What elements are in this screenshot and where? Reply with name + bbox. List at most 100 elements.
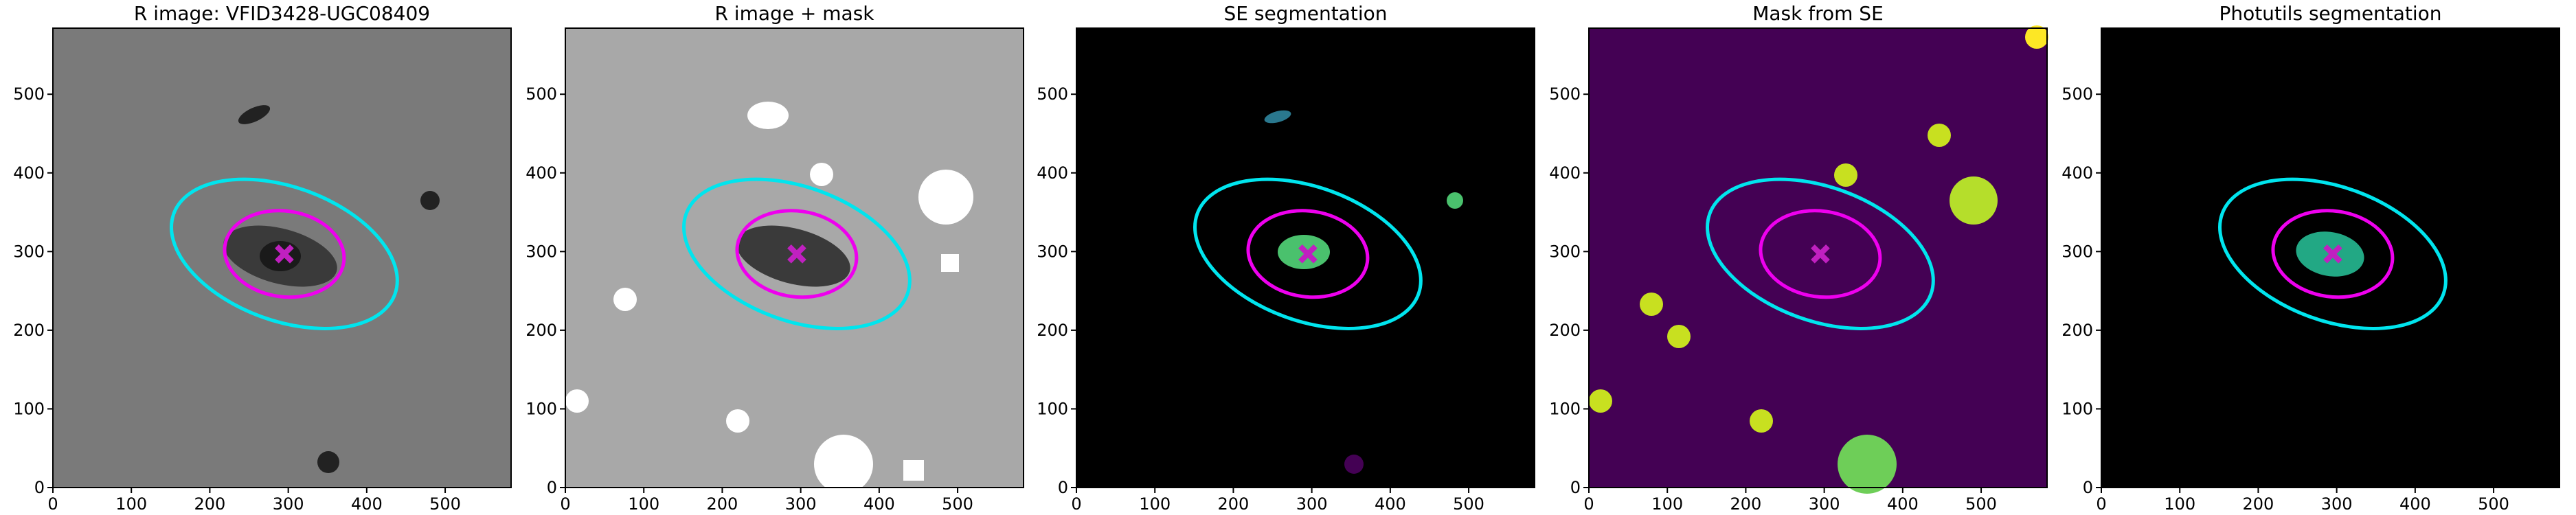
mask [941, 254, 959, 272]
y-tick-label: 500 [13, 84, 45, 104]
aperture-ellipse [1193, 177, 1423, 330]
y-tick-label: 400 [1037, 163, 1068, 183]
segment [1344, 455, 1364, 474]
aperture-ellipse [1759, 209, 1882, 299]
aperture-ellipse [682, 177, 912, 330]
x-tick-label: 300 [1809, 494, 1840, 514]
y-tick-label: 200 [1549, 321, 1581, 340]
x-tick-label: 100 [1651, 494, 1683, 514]
x-tick-label: 500 [942, 494, 973, 514]
aperture-ellipse [2218, 177, 2448, 330]
y-tick-label: 100 [1549, 399, 1581, 418]
segment [1264, 110, 1291, 124]
chart-title: SE segmentation [1224, 2, 1388, 25]
center-marker [2323, 244, 2342, 264]
y-tick-label: 300 [2061, 242, 2093, 261]
mask [565, 389, 589, 413]
mask [726, 409, 749, 433]
y-tick-label: 500 [526, 84, 557, 104]
x-tick-label: 500 [1453, 494, 1484, 514]
x-tick-label: 400 [1887, 494, 1919, 514]
x-tick-label: 0 [560, 494, 570, 514]
mask [810, 163, 833, 186]
x-tick-label: 300 [2321, 494, 2353, 514]
x-tick-label: 400 [351, 494, 383, 514]
y-tick-label: 400 [2061, 163, 2093, 183]
y-tick-label: 0 [547, 478, 557, 497]
y-tick-label: 200 [1037, 321, 1068, 340]
star [420, 191, 440, 210]
aperture-ellipse [1246, 209, 1370, 299]
x-tick-label: 100 [2164, 494, 2195, 514]
chart-title: R image + mask [714, 2, 874, 25]
mask [1667, 325, 1691, 348]
mask [918, 170, 973, 225]
aperture-ellipse [223, 209, 346, 299]
x-tick-label: 200 [707, 494, 738, 514]
center-marker [787, 244, 806, 264]
mask [1838, 435, 1897, 494]
y-tick-label: 300 [1037, 242, 1068, 261]
axes-frame [2101, 27, 2560, 488]
y-tick-label: 300 [1549, 242, 1581, 261]
x-tick-label: 300 [273, 494, 304, 514]
aperture-ellipse [1706, 177, 1935, 330]
x-tick-label: 400 [863, 494, 895, 514]
y-tick-label: 500 [1549, 84, 1581, 104]
mask [1834, 163, 1857, 187]
center-marker [1811, 244, 1830, 264]
x-tick-label: 400 [1375, 494, 1406, 514]
y-tick-label: 100 [2061, 399, 2093, 418]
x-tick-label: 300 [1296, 494, 1328, 514]
star [238, 105, 271, 124]
segment [1447, 192, 1463, 209]
chart-title: R image: VFID3428-UGC08409 [134, 2, 430, 25]
axes-frame [565, 27, 1024, 488]
y-tick-label: 0 [1570, 478, 1581, 497]
mask [1950, 176, 1998, 225]
y-tick-label: 400 [526, 163, 557, 183]
x-tick-label: 200 [194, 494, 226, 514]
aperture-ellipse [170, 177, 399, 330]
y-tick-label: 200 [2061, 321, 2093, 340]
x-tick-label: 300 [785, 494, 817, 514]
x-tick-label: 200 [1218, 494, 1250, 514]
chart-title: Photutils segmentation [2219, 2, 2441, 25]
y-tick-label: 200 [526, 321, 557, 340]
mask [814, 435, 873, 494]
y-tick-label: 100 [13, 399, 45, 418]
mask [747, 102, 789, 129]
x-tick-label: 0 [47, 494, 58, 514]
axes-frame [1588, 27, 2048, 488]
y-tick-label: 400 [13, 163, 45, 183]
star [317, 451, 339, 473]
y-tick-label: 0 [1058, 478, 1068, 497]
x-tick-label: 100 [628, 494, 659, 514]
x-tick-label: 0 [1583, 494, 1594, 514]
x-tick-label: 0 [1071, 494, 1081, 514]
y-tick-label: 500 [2061, 84, 2093, 104]
chart-title: Mask from SE [1752, 2, 1884, 25]
x-tick-label: 200 [2243, 494, 2274, 514]
x-tick-label: 0 [2096, 494, 2106, 514]
y-tick-label: 100 [1037, 399, 1068, 418]
mask [903, 460, 924, 481]
x-tick-label: 100 [1139, 494, 1171, 514]
y-tick-label: 300 [13, 242, 45, 261]
center-marker [1298, 244, 1318, 264]
axes-frame [52, 27, 512, 488]
y-tick-label: 200 [13, 321, 45, 340]
center-marker [275, 244, 294, 264]
aperture-ellipse [735, 209, 859, 299]
x-tick-label: 500 [429, 494, 461, 514]
mask [1589, 389, 1612, 413]
x-tick-label: 400 [2399, 494, 2431, 514]
mask [2025, 25, 2048, 49]
aperture-ellipse [2271, 209, 2395, 299]
mask [1928, 124, 1951, 147]
mask [1640, 293, 1663, 316]
y-tick-label: 100 [526, 399, 557, 418]
y-tick-label: 300 [526, 242, 557, 261]
mask [1750, 409, 1773, 433]
y-tick-label: 400 [1549, 163, 1581, 183]
